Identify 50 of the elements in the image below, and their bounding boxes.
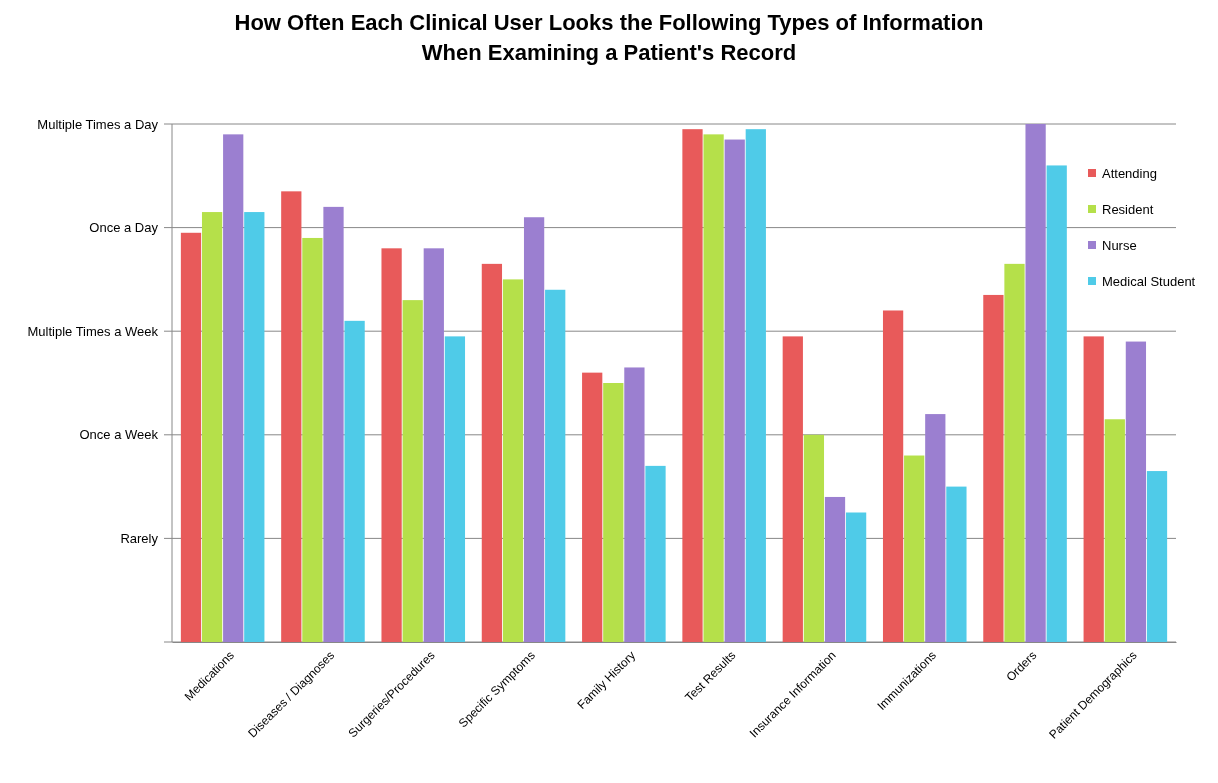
- chart-title: How Often Each Clinical User Looks the Following Types of Information When Examining a Patient's Record: [234, 10, 984, 65]
- legend-label: Medical Student: [1102, 274, 1196, 289]
- bar: [223, 134, 244, 642]
- bar: [201, 212, 223, 642]
- bar: [180, 232, 202, 642]
- bar: [344, 320, 365, 642]
- bar: [1146, 471, 1168, 642]
- text: Multiple Times a Week: [27, 323, 159, 339]
- bar: [381, 248, 402, 642]
- legend-label: Resident: [1102, 202, 1154, 217]
- bar: [745, 129, 766, 642]
- bar: [502, 279, 524, 642]
- bar: [523, 217, 545, 642]
- bar: [946, 486, 967, 642]
- bar: [682, 129, 703, 642]
- bar: [1083, 336, 1104, 642]
- bar: [582, 372, 603, 642]
- bar: [281, 191, 302, 642]
- bar: [1004, 263, 1025, 642]
- bar: [845, 512, 867, 642]
- bar: [645, 465, 666, 642]
- text: Once a Week: [79, 427, 159, 443]
- bar: [1104, 419, 1125, 642]
- bar: [423, 248, 444, 642]
- bar: [444, 336, 466, 642]
- bar: [302, 237, 323, 642]
- bar: [703, 134, 724, 642]
- bar: [481, 263, 503, 642]
- bar: [983, 294, 1004, 642]
- bar: [882, 310, 904, 642]
- bar: [824, 496, 846, 642]
- bar: [624, 367, 645, 642]
- bar: [244, 212, 265, 642]
- bar: [782, 336, 803, 642]
- bar: [1025, 124, 1046, 642]
- text: Once a Day: [89, 220, 159, 236]
- bar: [925, 414, 946, 642]
- legend-label: Nurse: [1102, 238, 1137, 253]
- bar: [1046, 165, 1067, 642]
- legend-label: Attending: [1102, 166, 1157, 181]
- bar: [603, 383, 624, 642]
- bar: [1125, 341, 1147, 642]
- bar: [545, 289, 566, 642]
- bar: [803, 434, 825, 642]
- text: Multiple Times a Day: [37, 116, 159, 132]
- bar: [402, 300, 423, 642]
- bar: [323, 206, 344, 642]
- bar: [724, 139, 745, 642]
- bar: [904, 455, 925, 642]
- text: Rarely: [120, 530, 159, 546]
